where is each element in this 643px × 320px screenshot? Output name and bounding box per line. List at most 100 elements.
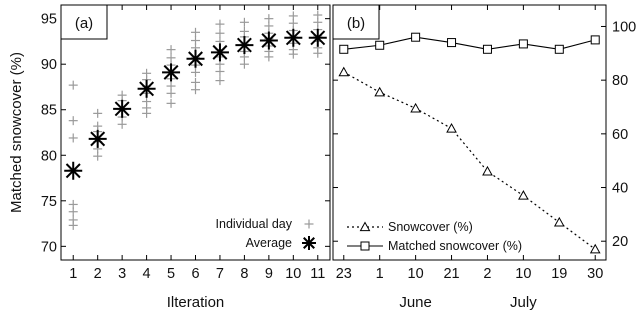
x-tick-label-b: 1 (376, 266, 384, 282)
snowcover-point (518, 190, 529, 200)
x-tick-label-a: 3 (118, 266, 126, 282)
average-point (308, 28, 327, 47)
x-tick-label-a: 5 (167, 266, 175, 282)
x-tick-label-b: 10 (408, 266, 424, 282)
individual-day-point (68, 133, 78, 143)
x-tick-label-a: 6 (191, 266, 199, 282)
individual-day-point (313, 48, 323, 58)
matched-snowcover-point (375, 40, 385, 50)
legend-marker-average (302, 236, 316, 250)
panel-label-a: (a) (75, 15, 93, 32)
average-point (137, 79, 156, 98)
snowcover-point (589, 243, 601, 254)
legend-label-individual-day: Individual day (216, 217, 293, 231)
individual-day-point (93, 151, 103, 161)
month-label-june: June (399, 294, 432, 311)
average-point (113, 99, 132, 118)
legend-marker-snowcover (359, 221, 371, 232)
individual-day-point (142, 108, 152, 118)
individual-day-point (68, 220, 78, 230)
snowcover-point (553, 216, 565, 227)
individual-day-point (288, 49, 298, 59)
y-tick-label-a: 90 (41, 57, 57, 73)
individual-day-point (166, 88, 176, 98)
legend-label-matched: Matched snowcover (%) (388, 239, 522, 253)
individual-day-point (93, 108, 103, 118)
matched-snowcover-point (411, 32, 421, 42)
x-tick-label-b: 19 (551, 266, 567, 282)
individual-day-point (215, 76, 225, 86)
individual-day-point (191, 67, 200, 77)
x-tick-label-b: 23 (336, 266, 352, 282)
x-tick-label-b: 21 (443, 266, 459, 282)
legend-label-average: Average (246, 236, 292, 250)
average-point (284, 28, 303, 47)
matched-snowcover-line (343, 36, 596, 50)
panel-b: 20 40 60 80 100 23 1 10 21 2 10 19 30 June July (b) Snow… (332, 4, 636, 311)
snowcover-point (338, 66, 350, 77)
x-tick-label-a: 10 (285, 266, 301, 282)
matched-snowcover-point (590, 35, 600, 45)
snowcover-point (446, 122, 457, 133)
y-tick-label-a: 80 (41, 148, 57, 164)
panel-label-b: (b) (347, 15, 365, 32)
individual-day-point (68, 116, 78, 126)
individual-day-point (215, 19, 225, 29)
x-tick-label-a: 7 (216, 266, 224, 282)
x-axis-title-a: Ilteration (167, 294, 225, 311)
y-tick-label-b: 100 (612, 19, 636, 35)
average-point (210, 43, 229, 62)
legend-marker-individual-day (304, 219, 314, 229)
panel-label-box-b (332, 4, 380, 40)
individual-day-point (191, 27, 200, 37)
average-point (259, 31, 278, 50)
legend-label-snowcover: Snowcover (%) (388, 220, 473, 234)
individual-day-point (166, 98, 176, 108)
x-tick-label-a: 2 (94, 266, 102, 282)
panel-label-box-a (60, 4, 108, 40)
x-tick-label-a: 11 (310, 266, 325, 282)
y-tick-label-a: 95 (41, 12, 57, 28)
individual-day-point (239, 17, 249, 27)
snowcover-point (482, 165, 493, 176)
average-point (235, 36, 254, 55)
individual-day-point (239, 59, 249, 69)
x-tick-label-a: 1 (69, 266, 77, 282)
matched-snowcover-point (482, 44, 492, 54)
individual-day-point (215, 28, 225, 38)
snowcover-point (374, 86, 386, 97)
x-tick-label-b: 10 (515, 266, 531, 282)
y-tick-label-a: 70 (41, 239, 57, 255)
matched-snowcover-point (554, 44, 564, 54)
individual-day-point (166, 45, 176, 55)
snowcover-point (410, 102, 421, 113)
average-point (88, 129, 107, 148)
y-axis-title-a: Matched snowcover (%) (8, 52, 25, 213)
y-tick-label-b: 20 (612, 234, 628, 250)
individual-day-point (117, 119, 127, 129)
y-tick-label-b: 60 (612, 127, 628, 143)
matched-snowcover-point (518, 39, 528, 49)
average-point (64, 161, 83, 180)
x-tick-label-b: 30 (587, 266, 603, 282)
individual-day-point (68, 207, 78, 217)
y-tick-label-b: 40 (612, 181, 628, 197)
month-label-july: July (510, 294, 537, 311)
x-tick-label-a: 9 (265, 266, 273, 282)
individual-day-point (264, 52, 274, 62)
y-tick-label-b: 80 (612, 73, 628, 89)
plot-frame-b (332, 4, 607, 261)
legend-marker-matched (360, 241, 370, 251)
x-tick-label-b: 2 (483, 266, 491, 282)
individual-day-point (68, 80, 78, 90)
individual-day-point (191, 85, 200, 95)
individual-day-point (215, 66, 225, 76)
x-tick-label-a: 4 (143, 266, 151, 282)
matched-snowcover-point (339, 44, 349, 54)
average-point (186, 49, 205, 68)
x-tick-label-a: 8 (240, 266, 248, 282)
y-tick-label-a: 75 (41, 194, 57, 210)
y-tick-label-a: 85 (41, 103, 57, 119)
matched-snowcover-point (447, 38, 457, 48)
